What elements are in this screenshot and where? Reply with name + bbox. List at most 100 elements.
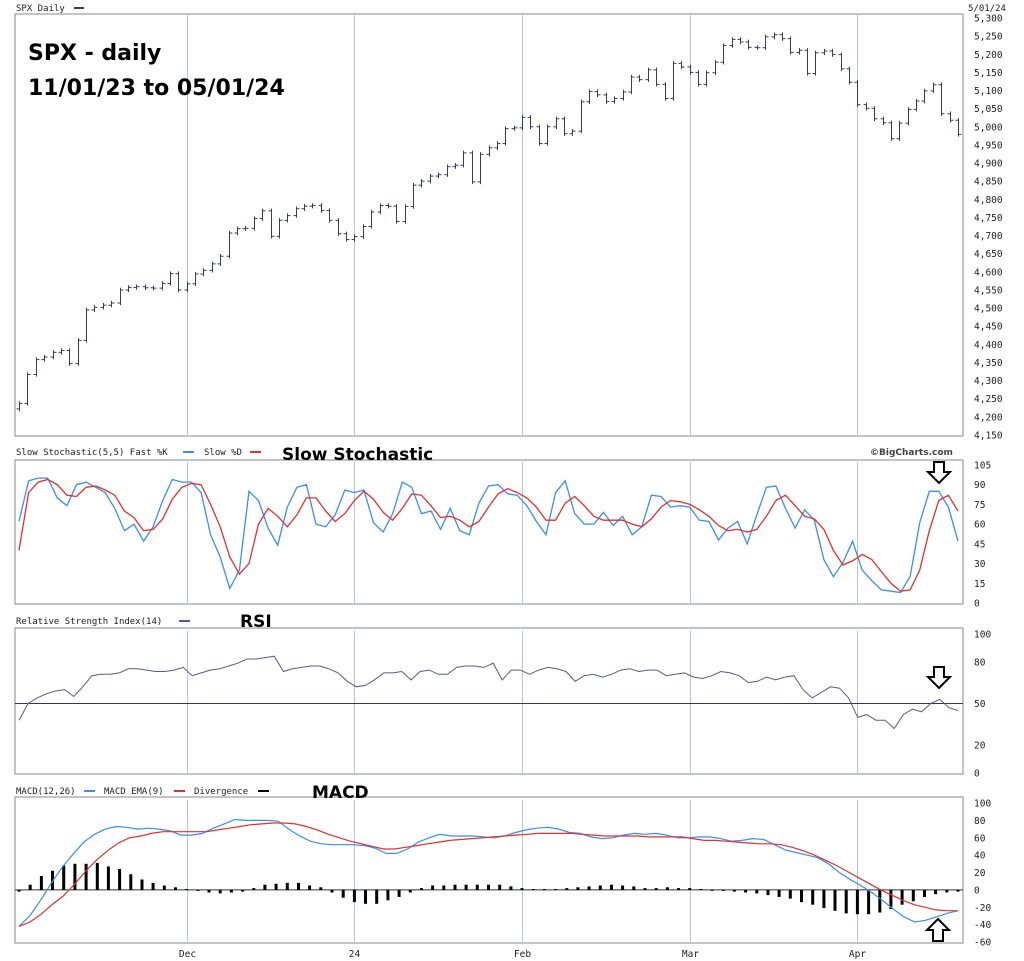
divergence-bar: [330, 889, 334, 893]
price-y-tick-label: 5,150: [974, 68, 1003, 79]
divergence-bar: [196, 889, 200, 891]
rsi-y-tick-label: 50: [974, 699, 986, 710]
ohlc-bar: [519, 115, 526, 131]
ohlc-bar: [200, 268, 207, 277]
divergence-bar: [744, 889, 748, 893]
ohlc-bar: [653, 67, 660, 87]
rsi-y-tick-label: 0: [974, 769, 980, 780]
stoch-y-tick-label: 30: [974, 559, 986, 570]
macd-ema-line: [18, 822, 958, 927]
divergence-bar: [364, 889, 367, 904]
ohlc-bar: [905, 107, 912, 126]
ohlc-bar: [435, 172, 442, 179]
ohlc-bar: [41, 354, 48, 362]
price-y-tick-label: 4,950: [974, 140, 1003, 151]
fast-k-line: [18, 477, 959, 594]
ohlc-bar: [108, 300, 115, 308]
ohlc-bar: [812, 50, 819, 76]
x-tick-label: 24: [349, 949, 361, 960]
stoch-panel-frame: [14, 459, 964, 605]
divergence-bar: [95, 862, 99, 890]
ohlc-bar: [720, 43, 727, 65]
arrow-down-icon: [925, 461, 953, 485]
ohlc-bar: [234, 226, 241, 236]
ohlc-bar: [100, 303, 107, 310]
divergence-bar: [956, 889, 960, 892]
ohlc-bar: [594, 89, 601, 98]
macd-legend-2: MACD EMA(9): [104, 787, 164, 797]
ohlc-bar: [821, 48, 828, 55]
price-layer: [16, 32, 962, 412]
ohlc-bar: [276, 218, 283, 239]
divergence-bar: [475, 884, 479, 890]
slow-d-line: [18, 478, 959, 592]
macd-y-tick-label: -40: [974, 920, 991, 931]
ohlc-bar: [418, 178, 425, 188]
divergence-bar: [755, 889, 759, 894]
rsi-legend: Relative Strength Index(14): [16, 617, 162, 627]
divergence-bar: [844, 889, 848, 914]
divergence-bar: [185, 889, 189, 890]
divergence-bar: [520, 888, 524, 890]
ohlc-bar: [771, 32, 778, 40]
divergence-bar: [487, 884, 490, 890]
divergence-bar: [408, 889, 412, 893]
ohlc-bar: [24, 372, 31, 406]
divergence-bar: [419, 888, 423, 890]
ohlc-bar: [251, 216, 258, 231]
ohlc-bar: [729, 37, 736, 48]
price-y-tick-label: 4,850: [974, 177, 1003, 188]
x-tick-label: Mar: [682, 949, 699, 960]
divergence-bar: [162, 885, 166, 890]
macd-y-tick-label: 20: [974, 868, 986, 879]
grid-layer: [187, 15, 858, 943]
ohlc-bar: [687, 64, 694, 75]
stoch-layer: [18, 477, 959, 594]
x-tick-label: Dec: [179, 949, 196, 960]
ohlc-bar: [284, 213, 291, 223]
ohlc-bar: [762, 34, 769, 50]
macd-y-tick-label: 60: [974, 833, 986, 844]
ohlc-bar: [377, 203, 384, 215]
ohlc-bar: [318, 203, 325, 213]
divergence-bar: [900, 889, 904, 905]
ohlc-bar: [930, 82, 937, 94]
ohlc-bar: [477, 152, 484, 185]
divergence-bar: [174, 887, 177, 890]
divergence-bar: [397, 889, 401, 897]
divergence-bar: [788, 889, 792, 899]
divergence-bar: [62, 865, 66, 890]
divergence-bar: [453, 884, 457, 890]
ohlc-bar: [804, 48, 811, 76]
ohlc-bar: [486, 145, 493, 157]
divergence-bar: [140, 879, 144, 890]
ohlc-bar: [410, 182, 417, 209]
stoch-title: Slow Stochastic: [282, 445, 433, 465]
ohlc-bar: [335, 218, 342, 236]
ohlc-bar: [636, 74, 643, 82]
price-y-tick-label: 4,700: [974, 231, 1003, 242]
ohlc-bar: [737, 37, 744, 45]
ohlc-bar: [226, 230, 233, 259]
macd-y-tick-label: 80: [974, 816, 986, 827]
x-tick-label: Feb: [514, 949, 531, 960]
ohlc-bar: [854, 80, 861, 107]
divergence-bar: [73, 863, 77, 890]
ohlc-bar: [678, 61, 685, 70]
macd-panel-frame: [14, 796, 964, 944]
divergence-bar: [855, 889, 859, 915]
price-title-line1: SPX - daily: [28, 41, 161, 66]
macd-layer: [15, 818, 963, 927]
divergence-bar: [710, 889, 714, 891]
ohlc-bar: [184, 281, 191, 293]
divergence-bar: [554, 889, 558, 890]
ohlc-bar: [628, 74, 635, 95]
ohlc-bar: [142, 284, 149, 290]
ohlc-bar: [695, 70, 702, 87]
ohlc-bar: [192, 271, 199, 286]
ohlc-bar: [796, 48, 803, 55]
divergence-bar: [84, 863, 88, 890]
macd-y-tick-label: 100: [974, 799, 991, 810]
macd-y-tick-label: 40: [974, 851, 986, 862]
